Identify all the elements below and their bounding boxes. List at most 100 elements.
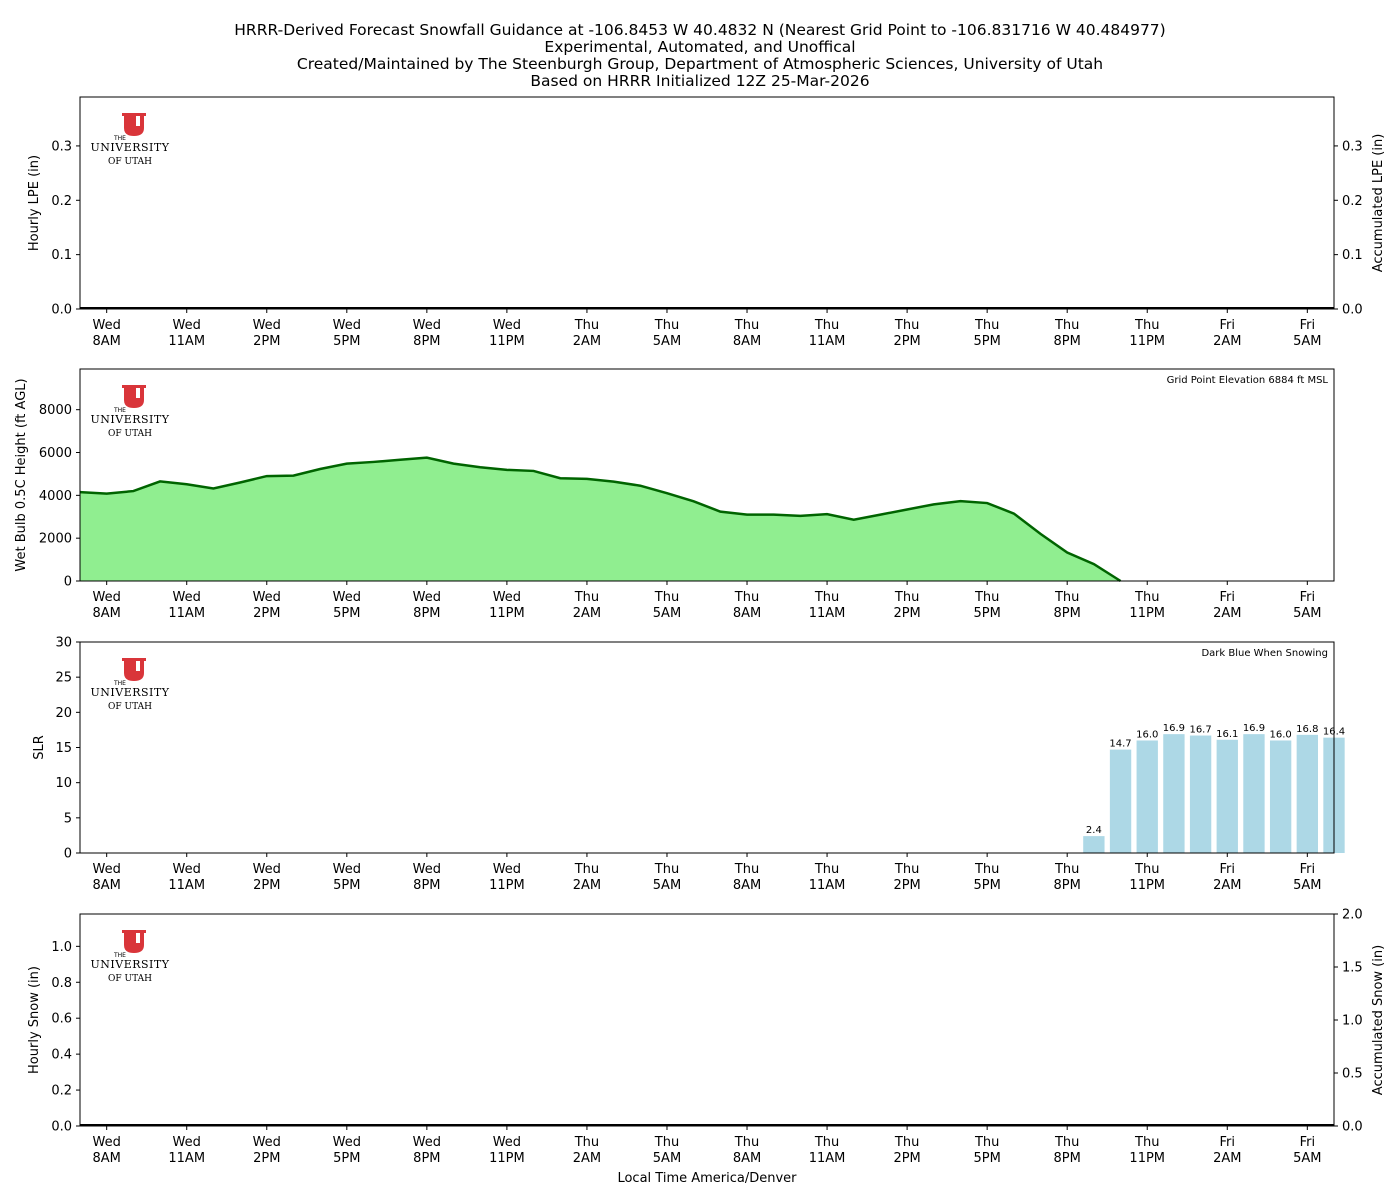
x-tick-time: 11AM (809, 878, 846, 893)
slr-bar (1216, 739, 1238, 853)
x-tick-day: Wed (173, 862, 201, 877)
x-tick-time: 8AM (733, 1151, 761, 1166)
x-tick-day: Wed (333, 590, 361, 605)
logo-of-utah: OF UTAH (108, 974, 152, 984)
slr-bar (1163, 734, 1185, 853)
x-tick-time: 5PM (333, 878, 360, 893)
x-tick-time: 2PM (893, 878, 920, 893)
y-tick-label: 6000 (39, 446, 72, 461)
logo-the: THE (113, 407, 126, 414)
x-tick-day: Thu (974, 1135, 999, 1150)
y-right-tick-label: 0.0 (1342, 1120, 1363, 1135)
panel-annotation: Dark Blue When Snowing (1201, 648, 1328, 659)
x-tick-day: Wed (253, 862, 281, 877)
y-axis-label: Hourly Snow (in) (27, 966, 42, 1074)
x-tick-day: Wed (173, 590, 201, 605)
x-tick-time: 2PM (893, 334, 920, 349)
x-tick-time: 5AM (653, 334, 681, 349)
y-tick-label: 0.1 (51, 248, 72, 263)
x-tick-day: Wed (253, 590, 281, 605)
logo-of-utah: OF UTAH (108, 702, 152, 712)
x-tick-day: Fri (1300, 1135, 1316, 1150)
x-tick-day: Thu (1054, 862, 1079, 877)
x-tick-time: 11PM (489, 606, 525, 621)
x-tick-day: Wed (173, 318, 201, 333)
x-tick-time: 2AM (1213, 1151, 1241, 1166)
slr-data-label: 14.7 (1109, 739, 1131, 750)
x-tick-time: 11PM (1129, 606, 1165, 621)
y-right-tick-label: 1.5 (1342, 961, 1363, 976)
x-tick-day: Thu (894, 1135, 919, 1150)
x-tick-day: Thu (734, 1135, 759, 1150)
x-tick-day: Thu (654, 862, 679, 877)
y-tick-label: 0.4 (51, 1048, 72, 1063)
logo-the: THE (113, 135, 126, 142)
y-axis-label: Hourly LPE (in) (27, 155, 42, 251)
x-tick-time: 8PM (413, 1151, 440, 1166)
x-tick-time: 5AM (1293, 1151, 1321, 1166)
x-tick-time: 5AM (653, 1151, 681, 1166)
x-tick-day: Wed (413, 590, 441, 605)
slr-bar (1296, 734, 1318, 853)
y-tick-label: 0.2 (51, 194, 72, 209)
x-tick-time: 5AM (653, 606, 681, 621)
x-tick-time: 2PM (253, 1151, 280, 1166)
x-tick-day: Thu (1054, 590, 1079, 605)
x-tick-time: 8PM (413, 878, 440, 893)
y-tick-label: 0.0 (51, 1120, 72, 1135)
x-tick-day: Thu (574, 590, 599, 605)
x-tick-time: 5AM (653, 878, 681, 893)
x-tick-day: Thu (1054, 318, 1079, 333)
logo-university: UNIVERSITY (91, 141, 170, 154)
logo-the: THE (113, 952, 126, 959)
y-tick-label: 4000 (39, 489, 72, 504)
x-tick-day: Wed (413, 1135, 441, 1150)
panel-3: 2.414.716.016.9 16.7 16.116.916.016.8 16.4T… (32, 636, 1345, 894)
x-tick-day: Wed (173, 1135, 201, 1150)
x-tick-day: Thu (1134, 590, 1159, 605)
y-tick-label: 10 (55, 776, 72, 791)
x-tick-time: 5PM (333, 606, 360, 621)
x-tick-day: Fri (1220, 318, 1236, 333)
x-tick-day: Fri (1300, 590, 1316, 605)
x-tick-time: 11PM (1129, 334, 1165, 349)
x-tick-time: 11PM (489, 334, 525, 349)
slr-bar (1109, 749, 1132, 853)
y-right-tick-label: 0.0 (1342, 303, 1363, 318)
logo-university: UNIVERSITY (91, 413, 170, 426)
x-tick-day: Thu (974, 590, 999, 605)
x-tick-day: Thu (654, 318, 679, 333)
title-line-1: HRRR-Derived Forecast Snowfall Guidance … (234, 21, 1166, 39)
y-tick-label: 8000 (39, 403, 72, 418)
y-right-tick-label: 0.1 (1342, 248, 1363, 263)
x-tick-day: Wed (493, 1135, 521, 1150)
y-right-tick-label: 2.0 (1342, 908, 1363, 923)
x-tick-day: Thu (1134, 862, 1159, 877)
x-tick-day: Fri (1220, 862, 1236, 877)
x-tick-day: Thu (574, 318, 599, 333)
x-tick-time: 11PM (1129, 878, 1165, 893)
slr-bar (1083, 836, 1105, 853)
y-right-tick-label: 0.2 (1342, 194, 1363, 209)
x-tick-day: Thu (814, 1135, 839, 1150)
x-tick-time: 5PM (973, 878, 1000, 893)
slr-data-label: 2.4 (1086, 825, 1102, 836)
x-tick-day: Thu (1134, 1135, 1159, 1150)
x-tick-time: 11AM (168, 606, 205, 621)
x-tick-day: Thu (654, 590, 679, 605)
logo-of-utah: OF UTAH (108, 429, 152, 439)
slr-bar (1243, 734, 1265, 853)
figure-title: HRRR-Derived Forecast Snowfall Guidance … (0, 22, 1400, 90)
x-tick-day: Thu (974, 862, 999, 877)
y-tick-label: 0.6 (51, 1012, 72, 1027)
x-tick-time: 2PM (253, 878, 280, 893)
title-line-3: Created/Maintained by The Steenburgh Gro… (296, 55, 1104, 73)
wet-bulb-area (80, 457, 1334, 581)
u-logo-icon (122, 385, 146, 408)
logo-university: UNIVERSITY (91, 686, 170, 699)
axes-frame (79, 368, 1335, 582)
x-tick-day: Thu (734, 590, 759, 605)
x-tick-day: Fri (1300, 318, 1316, 333)
x-tick-time: 8AM (733, 606, 761, 621)
